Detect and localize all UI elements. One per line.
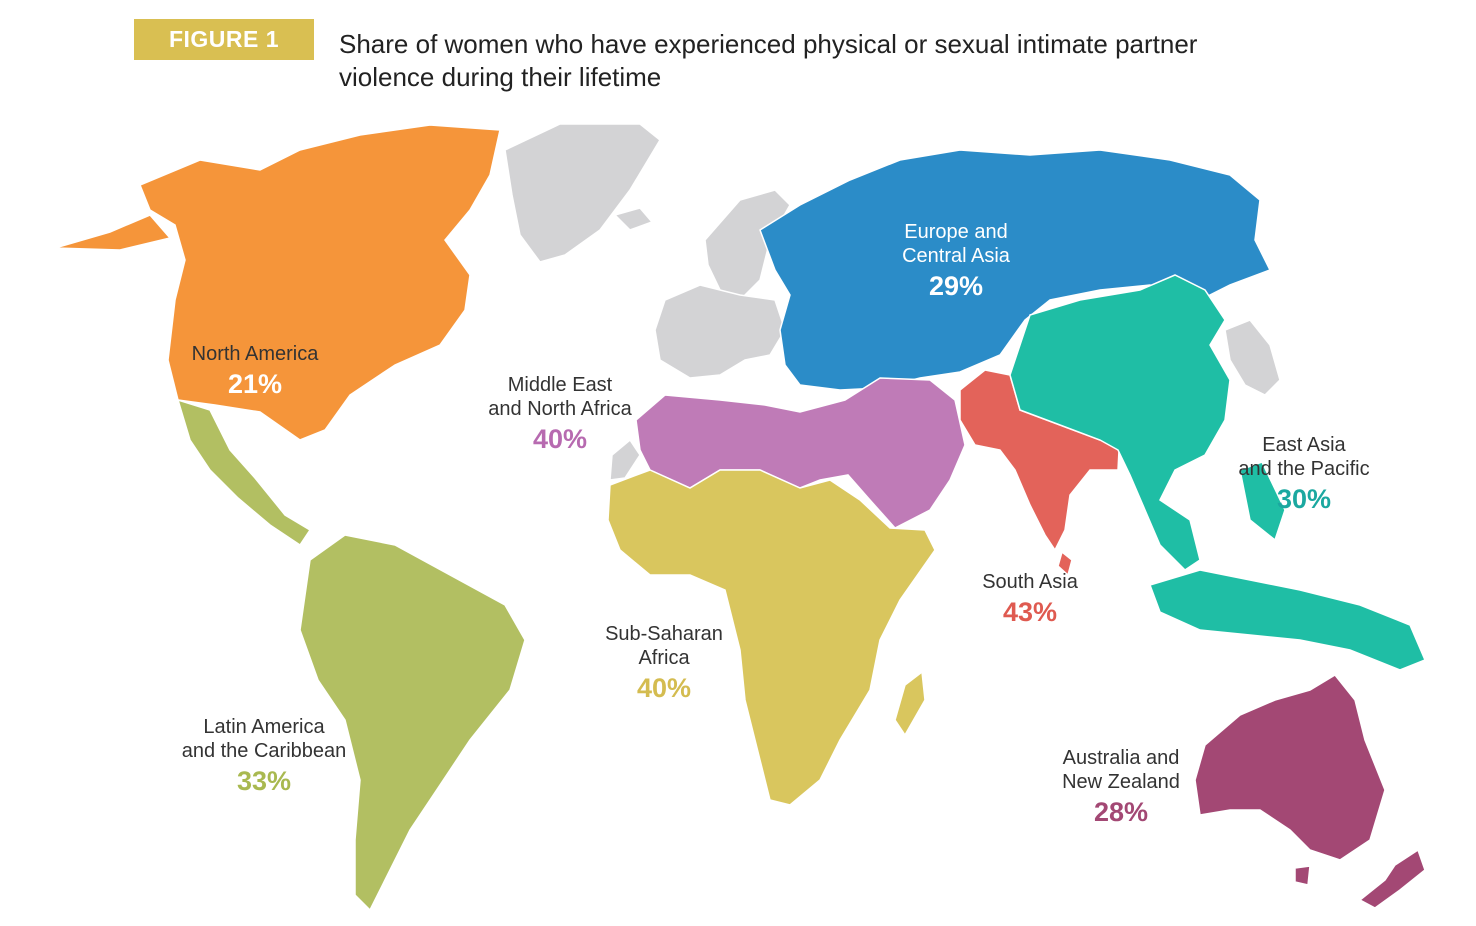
region-name-line2: and the Caribbean <box>181 740 347 762</box>
region-value: 40% <box>636 673 692 703</box>
region-value: 43% <box>1002 597 1058 627</box>
label-europe-central-asia: Europe and Central Asia 29% <box>871 220 1041 304</box>
tasmania-shape <box>1294 865 1311 886</box>
label-south-asia: South Asia 43% <box>960 570 1100 630</box>
madagascar-shape <box>894 670 926 737</box>
central-america-shape <box>176 398 312 547</box>
region-value: 28% <box>1093 797 1149 827</box>
region-name-line1: Europe and <box>904 221 1008 243</box>
region-value: 21% <box>227 369 283 399</box>
australia-shape <box>1194 674 1386 861</box>
region-name: South Asia <box>982 571 1078 593</box>
indonesia-shape <box>1149 569 1426 671</box>
region-name-line1: Middle East <box>507 374 613 396</box>
region-name-line1: Australia and <box>1062 747 1180 769</box>
iceland-shape <box>613 207 654 231</box>
region-name-line1: Latin America <box>203 716 325 738</box>
sub-saharan-africa-shape <box>607 469 936 806</box>
label-sub-saharan: Sub-Saharan Africa 40% <box>594 622 734 706</box>
label-latin-america: Latin America and the Caribbean 33% <box>164 715 364 799</box>
western-sahara-shape <box>609 438 641 481</box>
western-europe-shape <box>654 284 786 379</box>
greenland-shape <box>504 123 661 263</box>
region-value: 40% <box>532 424 588 454</box>
region-name-line2: Africa <box>638 647 690 669</box>
region-name-line2: Central Asia <box>902 245 1010 267</box>
region-name-line2: New Zealand <box>1062 771 1180 793</box>
figure-label-badge: FIGURE 1 <box>134 19 314 60</box>
region-value: 29% <box>928 271 984 301</box>
alaska-west-shape <box>54 214 172 251</box>
label-middle-east: Middle East and North Africa 40% <box>470 373 650 457</box>
label-north-america: North America 21% <box>170 342 340 402</box>
scandinavia-shape <box>704 189 791 301</box>
philippines-shape <box>1239 461 1286 542</box>
title-line-2: violence during their lifetime <box>339 62 662 92</box>
title-line-1: Share of women who have experienced phys… <box>339 29 1198 59</box>
region-value: 30% <box>1276 484 1332 514</box>
south-america-shape <box>299 534 526 912</box>
figure-title: Share of women who have experienced phys… <box>339 28 1339 94</box>
label-australia: Australia and New Zealand 28% <box>1046 746 1196 830</box>
region-name-line2: and the Pacific <box>1238 458 1370 480</box>
region-value: 33% <box>236 766 292 796</box>
region-name: North America <box>191 343 319 365</box>
region-name-line1: East Asia <box>1262 434 1346 456</box>
new-zealand-shape <box>1358 848 1426 909</box>
north-america-shape <box>139 124 501 441</box>
sri-lanka-shape <box>1057 550 1073 577</box>
label-east-asia: East Asia and the Pacific 30% <box>1224 433 1384 517</box>
east-asia-pacific-shape <box>1009 274 1231 571</box>
region-name-line1: Sub-Saharan <box>605 623 723 645</box>
japan-korea-shape <box>1224 319 1281 396</box>
region-name-line2: and North Africa <box>488 398 632 420</box>
